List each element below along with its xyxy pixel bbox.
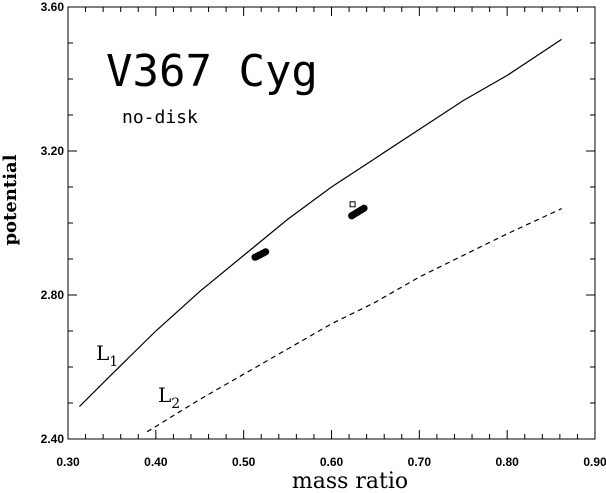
- l1-label: L1: [96, 341, 118, 370]
- series-l2-line: [146, 208, 562, 433]
- chart-title: V367 Cyg: [106, 46, 318, 97]
- points-layer: [251, 201, 368, 261]
- y-axis-title: potential: [0, 154, 21, 245]
- open-square-point: [349, 201, 356, 208]
- l2-label: L2: [158, 383, 180, 412]
- x-tick-label: 0.50: [232, 455, 256, 469]
- y-tick-label: 2.80: [41, 288, 65, 302]
- series-l1-line: [78, 38, 562, 408]
- cluster-1-point: [262, 248, 270, 256]
- y-tick-label: 3.20: [41, 144, 65, 158]
- x-tick-label: 0.80: [495, 455, 519, 469]
- chart-subtitle: no-disk: [122, 107, 198, 128]
- y-tick-label: 3.60: [41, 0, 65, 14]
- x-tick-label: 0.30: [56, 455, 80, 469]
- x-axis-title: mass ratio: [292, 469, 408, 493]
- x-tick-label: 0.90: [583, 455, 606, 469]
- y-axis-ticks: 2.40 2.80 3.20 3.60: [41, 0, 595, 446]
- cluster-2-point: [360, 204, 368, 212]
- x-tick-label: 0.70: [408, 455, 432, 469]
- y-tick-label: 2.40: [41, 432, 65, 446]
- x-tick-label: 0.40: [144, 455, 168, 469]
- x-axis-ticks: 0.30 0.40 0.50 0.60 0.70 0.80 0.90: [56, 7, 606, 469]
- series-layer: [78, 38, 562, 433]
- x-tick-label: 0.60: [320, 455, 344, 469]
